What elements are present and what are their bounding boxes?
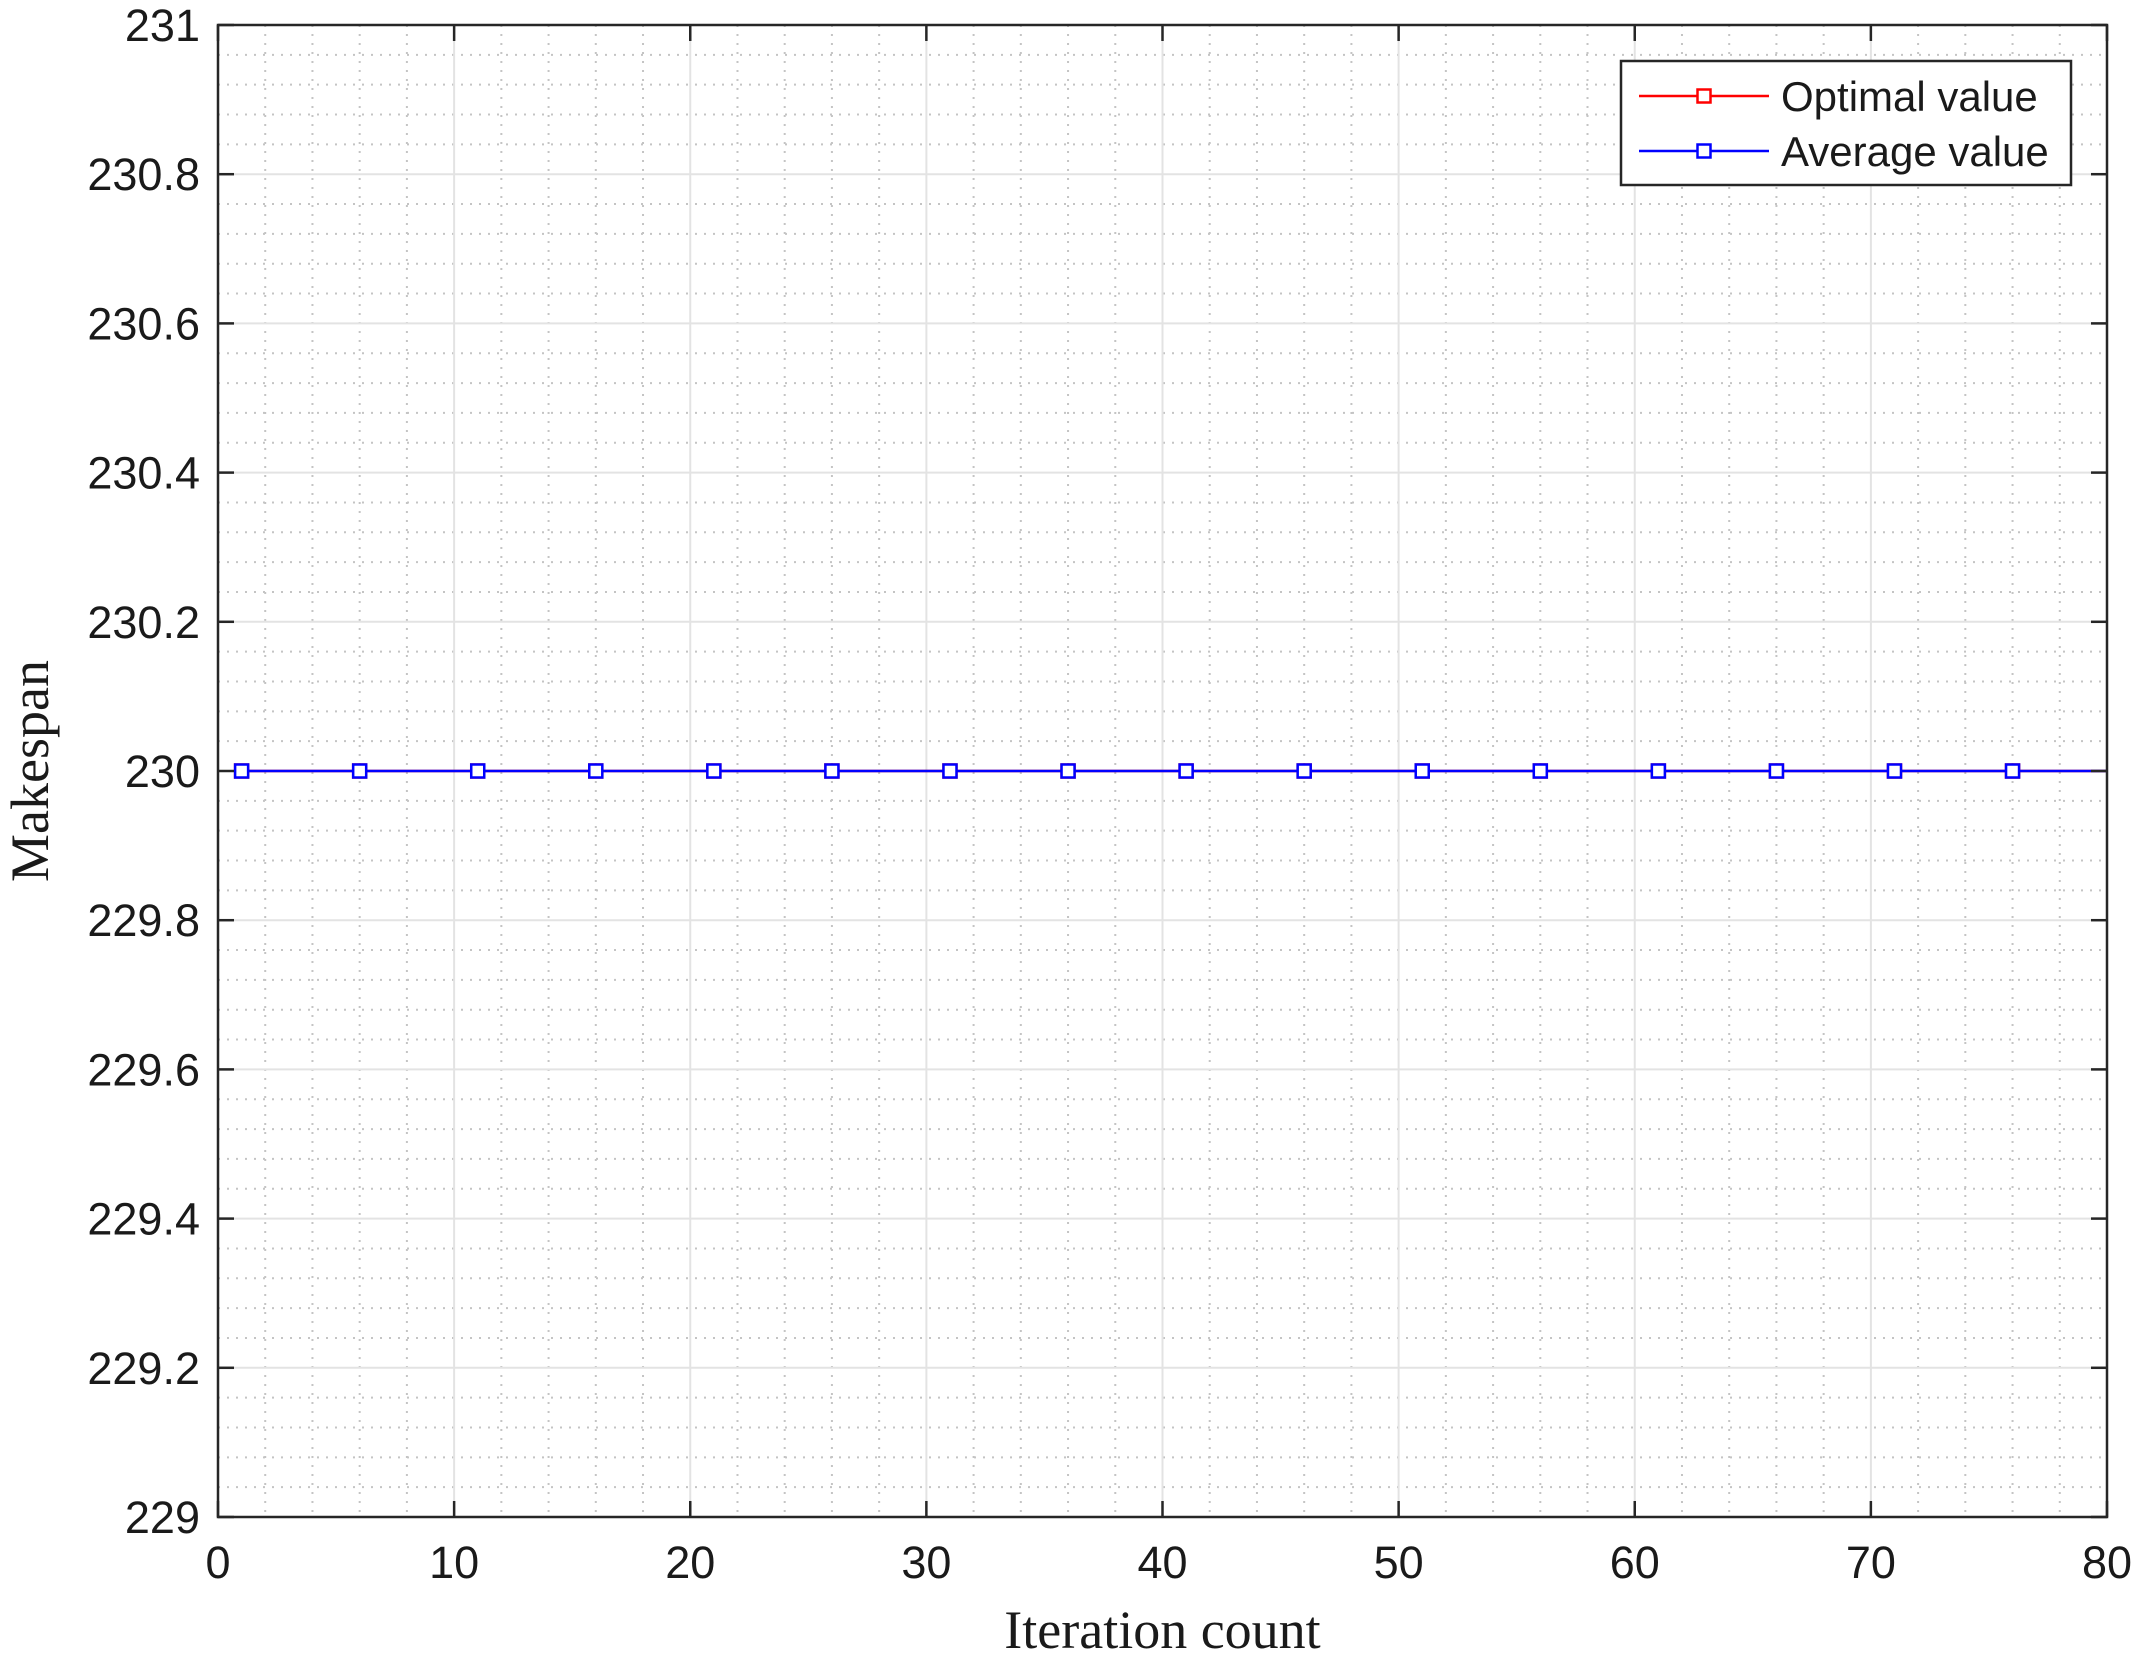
legend-item-0: Optimal value <box>1639 73 2038 120</box>
legend: Optimal value Average value <box>1619 59 2073 187</box>
x-tick-label: 50 <box>1374 1537 1424 1588</box>
x-tick-label: 20 <box>665 1537 715 1588</box>
x-tick-label: 80 <box>2082 1537 2132 1588</box>
series-marker <box>588 763 604 779</box>
series-marker <box>351 763 368 779</box>
legend-marker <box>1696 88 1712 104</box>
y-tick-label: 230.4 <box>87 448 200 499</box>
axis-ticks <box>216 23 2109 1519</box>
y-axis-title: Makespan <box>0 660 60 882</box>
x-tick-label: 30 <box>901 1537 951 1588</box>
series-marker <box>1060 763 1076 779</box>
y-tick-label: 230 <box>125 746 200 797</box>
x-tick-label: 60 <box>1610 1537 1660 1588</box>
series-marker <box>1178 763 1194 779</box>
series-marker <box>1532 763 1549 779</box>
y-tick-label: 230.8 <box>87 149 200 200</box>
series-marker <box>1296 763 1312 779</box>
x-tick-label: 10 <box>429 1537 479 1588</box>
x-axis-title: Iteration count <box>1004 1600 1320 1660</box>
x-tick-label: 40 <box>1137 1537 1187 1588</box>
series-marker <box>469 763 486 779</box>
legend-item-1: Average value <box>1639 128 2049 175</box>
series-marker <box>942 763 958 779</box>
series-marker <box>824 763 840 779</box>
series-marker <box>706 763 722 779</box>
series-marker <box>1650 763 1667 779</box>
y-tick-label: 229 <box>125 1492 200 1543</box>
series-marker <box>1768 763 1785 779</box>
x-tick-label: 0 <box>205 1537 230 1588</box>
y-tick-label: 229.6 <box>87 1044 200 1095</box>
series-marker <box>1886 763 1903 779</box>
x-tick-labels: 0 10 20 30 40 50 60 70 80 <box>205 1537 2132 1588</box>
series-marker <box>2004 763 2021 779</box>
y-tick-label: 229.8 <box>87 895 200 946</box>
series-layer <box>233 763 2107 779</box>
y-tick-labels: 229 229.2 229.4 229.6 229.8 230 230.2 230.4 230.… <box>87 0 200 1543</box>
legend-label: Optimal value <box>1781 73 2038 120</box>
minor-grid <box>218 25 2107 1517</box>
series-1 <box>233 763 2107 779</box>
legend-label: Average value <box>1781 128 2049 175</box>
legend-marker <box>1696 143 1712 159</box>
y-tick-label: 229.4 <box>87 1194 200 1245</box>
series-marker <box>1414 763 1430 779</box>
y-tick-label: 231 <box>125 0 200 51</box>
y-tick-label: 229.2 <box>87 1343 200 1394</box>
series-marker <box>233 763 250 779</box>
y-tick-label: 230.6 <box>87 298 200 349</box>
legend-box <box>1619 59 2073 187</box>
y-tick-label: 230.2 <box>87 597 200 648</box>
x-tick-label: 70 <box>1846 1537 1896 1588</box>
